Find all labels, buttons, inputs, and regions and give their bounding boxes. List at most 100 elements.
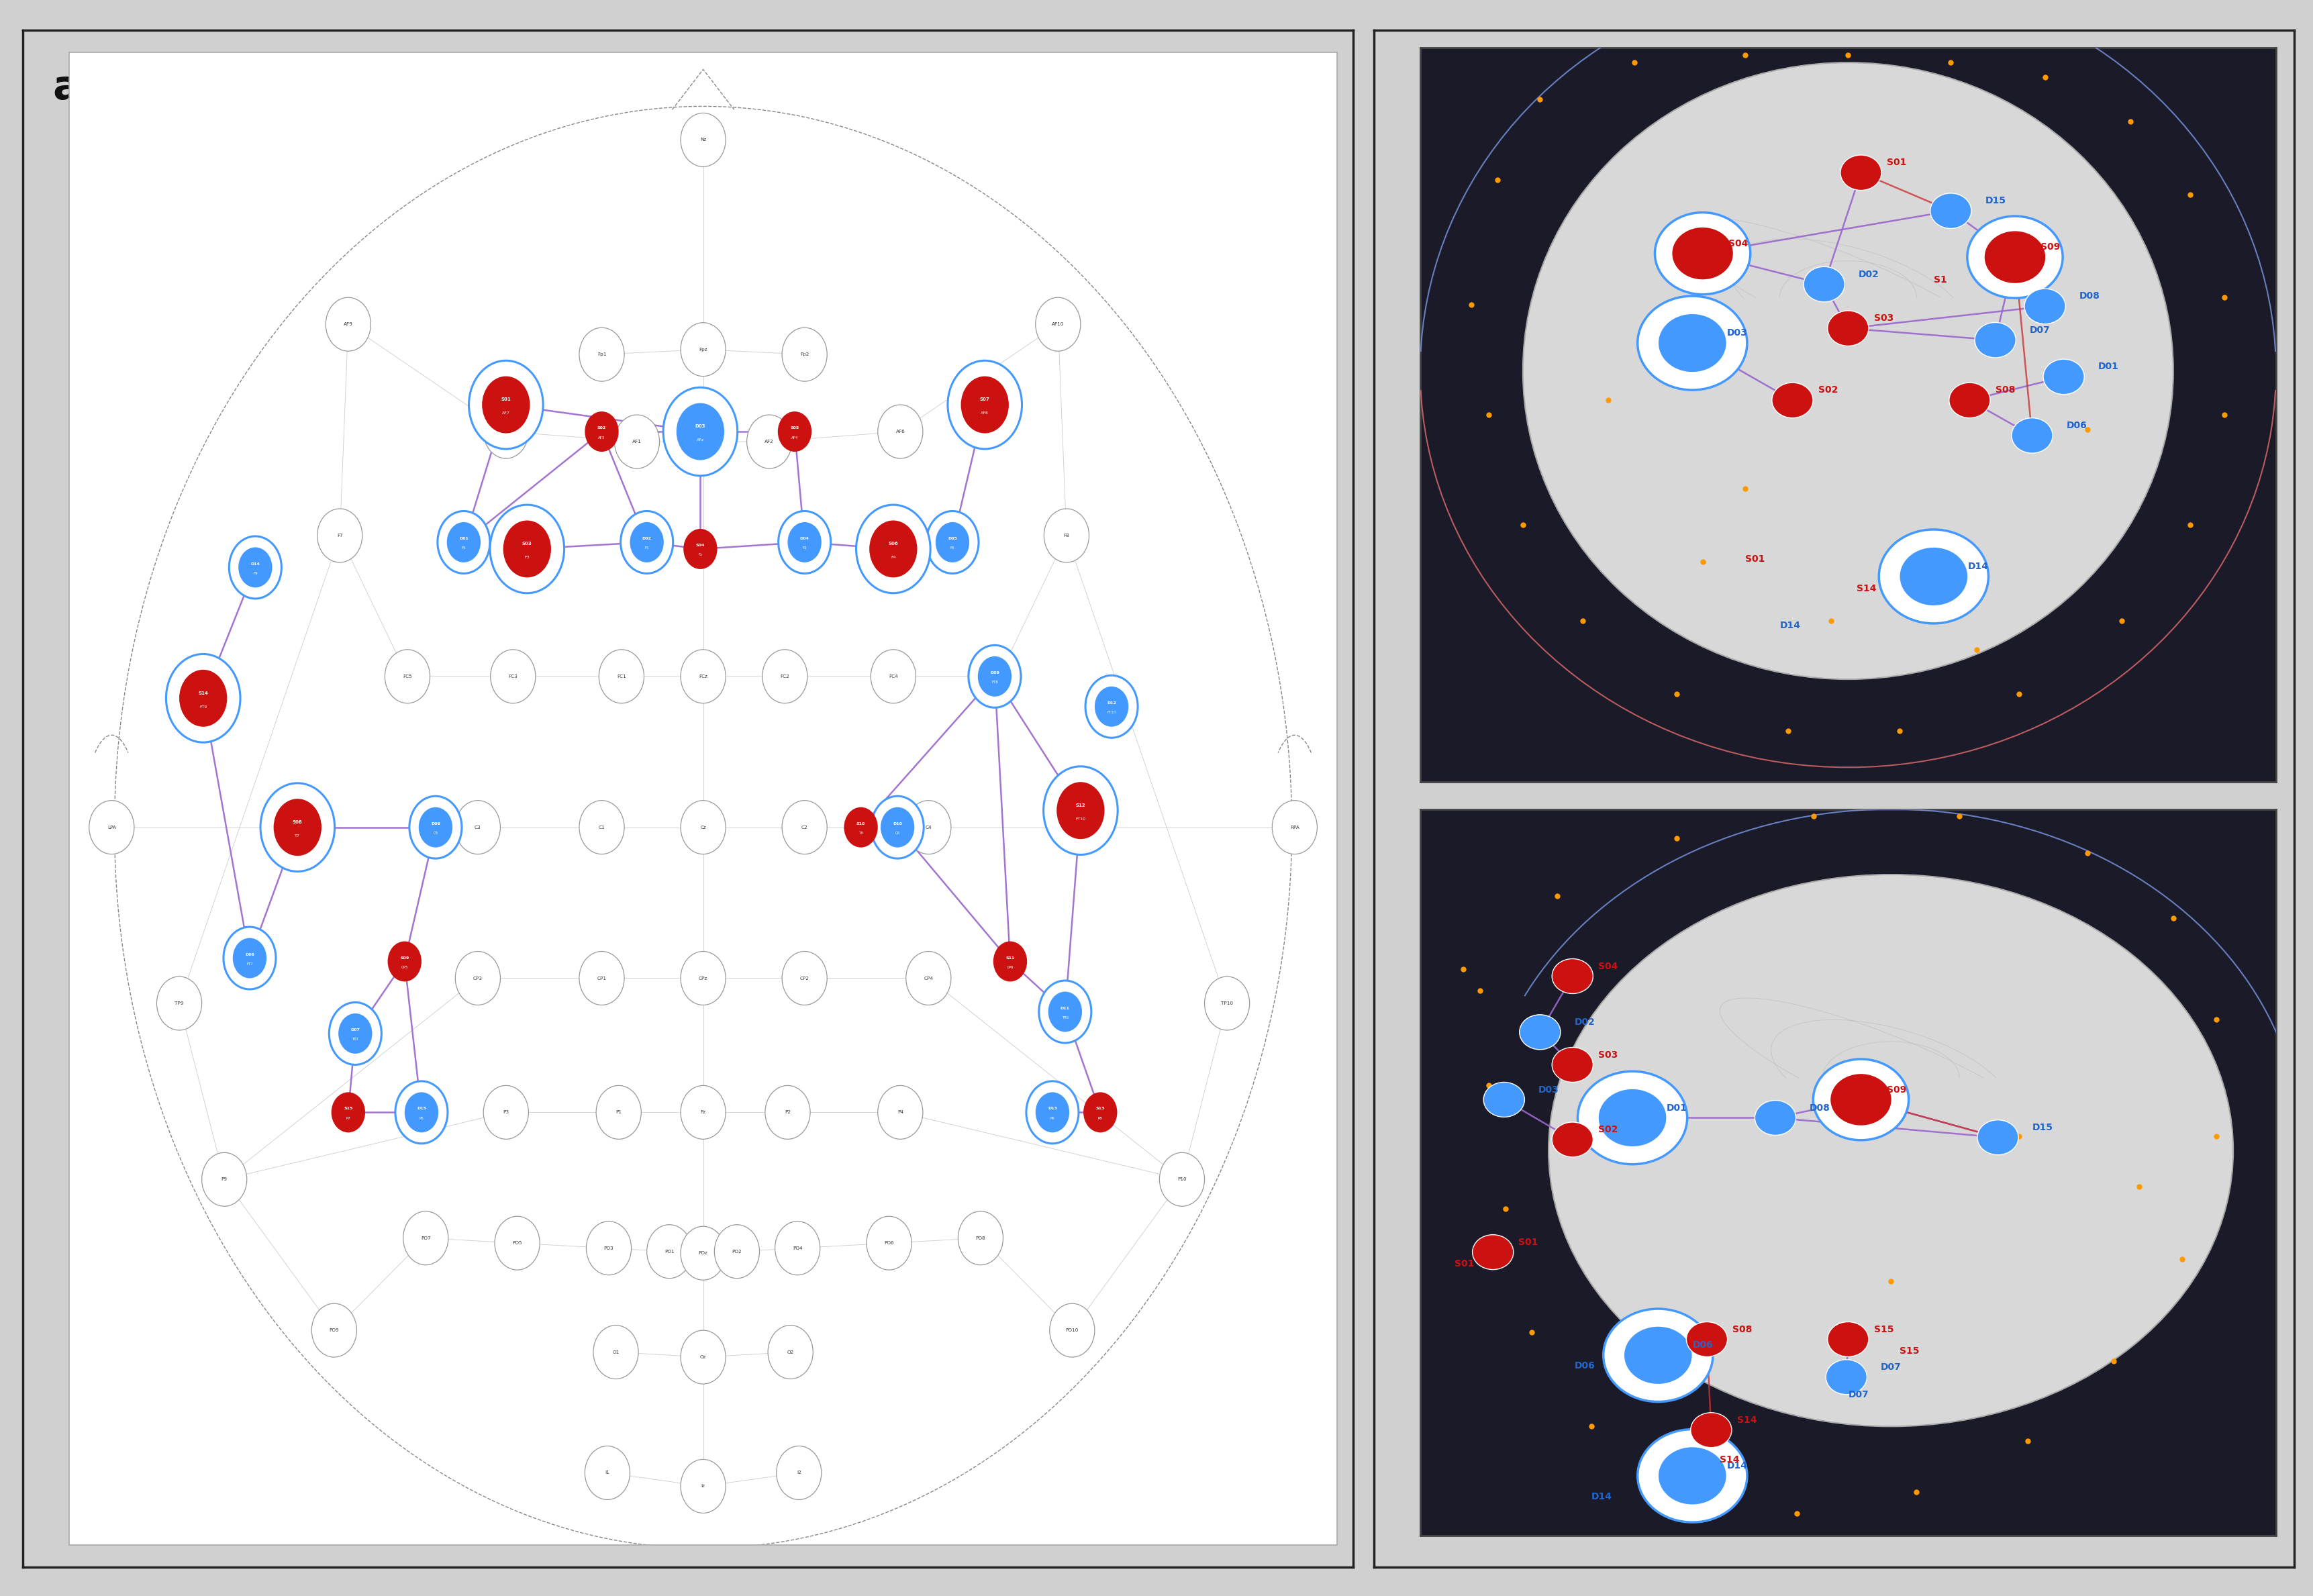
Text: P5: P5 <box>419 1117 423 1120</box>
Circle shape <box>664 388 738 476</box>
Text: FC5: FC5 <box>402 675 412 678</box>
Circle shape <box>1027 1080 1078 1143</box>
Text: F6: F6 <box>951 546 955 551</box>
Circle shape <box>1057 782 1106 839</box>
Text: S13: S13 <box>1096 1108 1106 1111</box>
Text: S14: S14 <box>1857 584 1876 594</box>
Circle shape <box>1048 991 1082 1033</box>
Text: C1: C1 <box>599 825 606 830</box>
Text: P1: P1 <box>615 1111 622 1114</box>
Circle shape <box>872 796 923 859</box>
Ellipse shape <box>1550 875 2234 1427</box>
Text: S09: S09 <box>1887 1085 1906 1095</box>
Circle shape <box>907 801 951 854</box>
Text: AF7: AF7 <box>502 412 509 415</box>
Text: S04: S04 <box>696 544 705 547</box>
Circle shape <box>1827 1321 1869 1357</box>
Circle shape <box>1050 1304 1094 1357</box>
Text: F5: F5 <box>463 546 465 551</box>
Text: CP3: CP3 <box>474 977 483 980</box>
Text: Cz: Cz <box>701 825 705 830</box>
Text: S03: S03 <box>523 541 532 546</box>
Circle shape <box>1039 980 1092 1042</box>
Text: D07: D07 <box>2029 326 2049 335</box>
Circle shape <box>2024 289 2066 324</box>
Text: PO4: PO4 <box>793 1246 803 1250</box>
Text: Fp2: Fp2 <box>800 353 810 356</box>
Text: T7: T7 <box>294 835 301 838</box>
Text: D03: D03 <box>1725 329 1746 338</box>
Circle shape <box>1036 1092 1069 1133</box>
Circle shape <box>326 297 370 351</box>
Circle shape <box>1205 977 1249 1029</box>
Circle shape <box>768 1325 812 1379</box>
Circle shape <box>201 1152 247 1207</box>
Text: PO7: PO7 <box>421 1235 430 1240</box>
Text: Oz: Oz <box>701 1355 705 1360</box>
Text: CPz: CPz <box>699 977 708 980</box>
Text: S05: S05 <box>791 426 800 429</box>
Text: D03: D03 <box>1538 1085 1559 1095</box>
Text: D12: D12 <box>1108 701 1117 705</box>
Circle shape <box>1950 383 1989 418</box>
Circle shape <box>90 801 134 854</box>
Circle shape <box>396 1080 449 1143</box>
Circle shape <box>405 1092 439 1133</box>
Text: P9: P9 <box>222 1178 227 1181</box>
Circle shape <box>844 808 879 847</box>
Text: P7: P7 <box>347 1117 352 1120</box>
Circle shape <box>856 504 930 594</box>
Circle shape <box>620 511 673 573</box>
Text: D14: D14 <box>1591 1492 1612 1502</box>
Text: S15: S15 <box>1899 1347 1920 1357</box>
Circle shape <box>1878 530 1989 624</box>
Text: D07: D07 <box>1880 1363 1901 1373</box>
Text: P4: P4 <box>897 1111 904 1114</box>
Text: S01: S01 <box>1455 1259 1473 1269</box>
Circle shape <box>1672 227 1732 279</box>
Text: TP7: TP7 <box>352 1037 359 1041</box>
Text: AF9: AF9 <box>345 322 354 326</box>
Text: F1: F1 <box>645 546 650 551</box>
Text: S01: S01 <box>502 397 511 402</box>
Circle shape <box>629 522 664 562</box>
Circle shape <box>879 1085 923 1140</box>
Text: D14: D14 <box>1779 621 1800 630</box>
Text: RPA: RPA <box>1291 825 1300 830</box>
Text: S02: S02 <box>1598 1125 1617 1135</box>
Circle shape <box>615 415 659 469</box>
Circle shape <box>1841 155 1880 190</box>
Text: C3: C3 <box>474 825 481 830</box>
Text: S14: S14 <box>199 691 208 696</box>
Text: S10: S10 <box>856 822 865 825</box>
Text: CP2: CP2 <box>800 977 810 980</box>
Circle shape <box>675 404 724 460</box>
Circle shape <box>490 504 564 594</box>
Circle shape <box>402 1211 449 1266</box>
Circle shape <box>1931 193 1971 228</box>
Text: S15: S15 <box>1874 1325 1894 1334</box>
Text: D01: D01 <box>1668 1103 1688 1112</box>
Text: FT10: FT10 <box>1108 710 1117 715</box>
Circle shape <box>763 650 807 704</box>
Text: D06: D06 <box>1693 1341 1714 1350</box>
Circle shape <box>682 528 717 570</box>
Text: P10: P10 <box>1177 1178 1187 1181</box>
Text: D11: D11 <box>1059 1007 1071 1010</box>
Circle shape <box>1082 1092 1117 1133</box>
Text: D14: D14 <box>1725 1462 1746 1470</box>
Circle shape <box>437 511 490 573</box>
Circle shape <box>766 1085 810 1140</box>
Ellipse shape <box>1522 62 2174 680</box>
Circle shape <box>585 1446 629 1500</box>
Circle shape <box>481 377 530 433</box>
Text: C5: C5 <box>433 832 437 835</box>
Circle shape <box>1654 212 1751 294</box>
Circle shape <box>782 327 828 381</box>
Circle shape <box>273 798 322 855</box>
Text: PO2: PO2 <box>731 1250 742 1253</box>
Text: S15: S15 <box>345 1108 354 1111</box>
Circle shape <box>597 1085 641 1140</box>
Text: O2: O2 <box>786 1350 793 1353</box>
Text: S01: S01 <box>1746 554 1765 563</box>
